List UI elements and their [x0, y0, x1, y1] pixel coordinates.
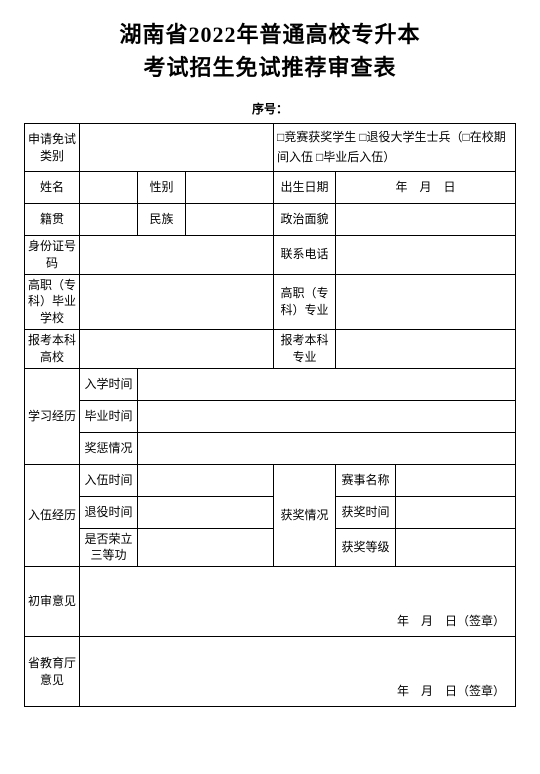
enlist-time-value — [138, 464, 274, 496]
enlist-time-label: 入伍时间 — [80, 464, 138, 496]
award-info-label: 获奖情况 — [274, 464, 336, 567]
first-review-label: 初审意见 — [25, 567, 80, 637]
id-value — [80, 236, 274, 275]
comp-name-label: 赛事名称 — [336, 464, 396, 496]
army-history-label: 入伍经历 — [25, 464, 80, 567]
gender-label: 性别 — [138, 172, 186, 204]
target-major-label: 报考本科专业 — [274, 329, 336, 368]
retire-time-value — [138, 496, 274, 528]
birth-label: 出生日期 — [274, 172, 336, 204]
enroll-time-value — [138, 368, 516, 400]
merit-value — [138, 528, 274, 567]
enroll-time-label: 入学时间 — [80, 368, 138, 400]
target-school-value — [80, 329, 274, 368]
college-value — [80, 274, 274, 329]
document-title: 湖南省2022年普通高校专升本 考试招生免试推荐审查表 — [24, 18, 516, 84]
award-time-value — [396, 496, 516, 528]
origin-label: 籍贯 — [25, 204, 80, 236]
first-review-sign: 年 月 日（签章） — [80, 567, 516, 637]
merit-label: 是否荣立三等功 — [80, 528, 138, 567]
comp-name-value — [396, 464, 516, 496]
politics-label: 政治面貌 — [274, 204, 336, 236]
major-label: 高职（专科）专业 — [274, 274, 336, 329]
name-label: 姓名 — [25, 172, 80, 204]
birth-value: 年 月 日 — [336, 172, 516, 204]
major-value — [336, 274, 516, 329]
title-line2: 考试招生免试推荐审查表 — [143, 55, 396, 80]
target-school-label: 报考本科高校 — [25, 329, 80, 368]
college-label: 高职（专科）毕业学校 — [25, 274, 80, 329]
name-value — [80, 172, 138, 204]
grad-time-label: 毕业时间 — [80, 400, 138, 432]
phone-value — [336, 236, 516, 275]
phone-label: 联系电话 — [274, 236, 336, 275]
politics-value — [336, 204, 516, 236]
form-table: 申请免试类别 □竞赛获奖学生 □退役大学生士兵（□在校期间入伍 □毕业后入伍） … — [24, 123, 516, 707]
award-time-label: 获奖时间 — [336, 496, 396, 528]
grad-time-value — [138, 400, 516, 432]
award-level-label: 获奖等级 — [336, 528, 396, 567]
apply-type-blank — [80, 124, 274, 172]
ethnic-label: 民族 — [138, 204, 186, 236]
edu-dept-sign: 年 月 日（签章） — [80, 637, 516, 707]
reward-value — [138, 432, 516, 464]
target-major-value — [336, 329, 516, 368]
retire-time-label: 退役时间 — [80, 496, 138, 528]
origin-value — [80, 204, 138, 236]
serial-number-label: 序号： — [24, 100, 516, 117]
edu-dept-label: 省教育厅意见 — [25, 637, 80, 707]
title-line1: 湖南省2022年普通高校专升本 — [119, 22, 420, 47]
id-label: 身份证号码 — [25, 236, 80, 275]
reward-label: 奖惩情况 — [80, 432, 138, 464]
ethnic-value — [186, 204, 274, 236]
study-history-label: 学习经历 — [25, 368, 80, 464]
apply-type-label: 申请免试类别 — [25, 124, 80, 172]
apply-type-options: □竞赛获奖学生 □退役大学生士兵（□在校期间入伍 □毕业后入伍） — [274, 124, 516, 172]
award-level-value — [396, 528, 516, 567]
gender-value — [186, 172, 274, 204]
